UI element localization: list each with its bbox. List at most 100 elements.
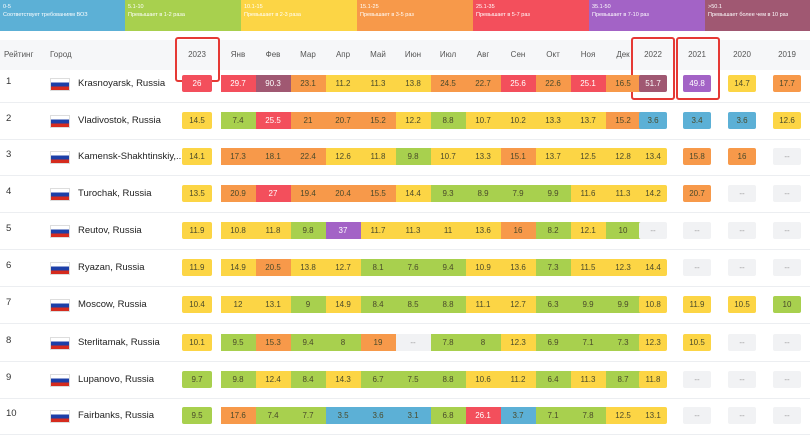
- value-cell: --: [683, 222, 711, 239]
- value-cell: 8.8: [430, 112, 466, 129]
- value-cell: 11.3: [570, 371, 606, 388]
- value-cell: 8.1: [360, 259, 396, 276]
- value-cell: 37: [325, 222, 361, 239]
- header-cell: 2020: [733, 50, 751, 59]
- value-cell: 11.3: [395, 222, 431, 239]
- value-cell: 6.3: [535, 296, 571, 313]
- legend-range: 0-5: [3, 4, 11, 10]
- rank: 6: [6, 260, 12, 271]
- value-cell: 8: [465, 334, 501, 351]
- legend-range: 35.1-50: [592, 4, 611, 10]
- value-cell: 14.2: [639, 185, 667, 202]
- value-cell: --: [773, 371, 801, 388]
- header-cell: Июн: [404, 50, 422, 59]
- value-cell: 14.7: [728, 75, 756, 92]
- value-cell: --: [773, 185, 801, 202]
- value-cell: 17.7: [773, 75, 801, 92]
- value-cell: 90.3: [255, 75, 291, 92]
- flag: [50, 225, 70, 238]
- value-cell: 49.8: [683, 75, 711, 92]
- header-cell: Дек: [616, 50, 630, 59]
- value-cell: 14.4: [395, 185, 431, 202]
- value-cell: 7.6: [395, 259, 431, 276]
- value-cell: 7.8: [570, 407, 606, 424]
- legend-label: Превышает в 2-3 раза: [244, 12, 301, 18]
- value-cell: --: [728, 334, 756, 351]
- legend-range: 15.1-25: [360, 4, 379, 10]
- legend: 0-5 Соответствует требованиям ВОЗ 5.1-10 Пр…: [0, 0, 810, 31]
- value-cell: 13.6: [500, 259, 536, 276]
- value-cell: 10.1: [182, 334, 212, 351]
- value-cell: --: [773, 259, 801, 276]
- value-cell: 13.1: [255, 296, 291, 313]
- legend-item: 15.1-25 Превышает в 3-5 раз: [357, 0, 473, 31]
- value-cell: 22.7: [465, 75, 501, 92]
- value-cell: 11.3: [605, 185, 641, 202]
- value-cell: --: [773, 334, 801, 351]
- value-cell: 9.9: [570, 296, 606, 313]
- value-cell: 20.5: [255, 259, 291, 276]
- value-cell: 10.7: [465, 112, 501, 129]
- value-cell: 7.5: [395, 371, 431, 388]
- rank: 1: [6, 76, 12, 87]
- value-cell: 13.1: [639, 407, 667, 424]
- value-cell: 17.6: [220, 407, 256, 424]
- header-cell: Город: [50, 50, 72, 59]
- value-cell: 9.9: [535, 185, 571, 202]
- value-cell: --: [728, 371, 756, 388]
- value-cell: 8.4: [360, 296, 396, 313]
- value-cell: 26: [182, 75, 212, 92]
- value-cell: 11.8: [639, 371, 667, 388]
- value-cell: 3.7: [500, 407, 536, 424]
- value-cell: 11.3: [360, 75, 396, 92]
- value-cell: 10.6: [465, 371, 501, 388]
- value-cell: 3.5: [325, 407, 361, 424]
- value-cell: 18.1: [255, 148, 291, 165]
- value-cell: 12.8: [605, 148, 641, 165]
- value-cell: 14.3: [325, 371, 361, 388]
- value-cell: 8: [325, 334, 361, 351]
- value-cell: 12.6: [325, 148, 361, 165]
- value-cell: 9.5: [220, 334, 256, 351]
- value-cell: 12.7: [325, 259, 361, 276]
- value-cell: 11.9: [182, 259, 212, 276]
- value-cell: 12.5: [570, 148, 606, 165]
- flag: [50, 78, 70, 91]
- row-separator: [0, 175, 810, 176]
- legend-range: 10.1-15: [244, 4, 263, 10]
- value-cell: 10: [605, 222, 641, 239]
- rank: 10: [6, 408, 17, 419]
- value-cell: 7.9: [500, 185, 536, 202]
- value-cell: 7.4: [220, 112, 256, 129]
- value-cell: 11.2: [325, 75, 361, 92]
- value-cell: 13.3: [535, 112, 571, 129]
- city: Sterlitamak, Russia: [78, 337, 160, 348]
- value-cell: 6.4: [535, 371, 571, 388]
- value-cell: --: [728, 185, 756, 202]
- value-cell: 9.4: [290, 334, 326, 351]
- value-cell: 27: [255, 185, 291, 202]
- value-cell: 12.2: [395, 112, 431, 129]
- row-separator: [0, 398, 810, 399]
- value-cell: --: [773, 407, 801, 424]
- value-cell: 20.4: [325, 185, 361, 202]
- header-cell: 2019: [778, 50, 796, 59]
- header-cell: Ноя: [580, 50, 596, 59]
- value-cell: 12.3: [500, 334, 536, 351]
- row-separator: [0, 249, 810, 250]
- value-cell: 14.9: [325, 296, 361, 313]
- flag: [50, 410, 70, 423]
- header-cell: Мар: [300, 50, 316, 59]
- legend-range: 25.1-35: [476, 4, 495, 10]
- rank: 5: [6, 223, 12, 234]
- value-cell: 8.8: [430, 371, 466, 388]
- value-cell: 11.2: [500, 371, 536, 388]
- value-cell: 11.9: [683, 296, 711, 313]
- flag: [50, 374, 70, 387]
- value-cell: 10.5: [683, 334, 711, 351]
- highlight-box: [631, 37, 675, 100]
- row-separator: [0, 212, 810, 213]
- value-cell: 11.5: [570, 259, 606, 276]
- legend-label: Превышает в 7-10 раз: [592, 12, 649, 18]
- value-cell: 19: [360, 334, 396, 351]
